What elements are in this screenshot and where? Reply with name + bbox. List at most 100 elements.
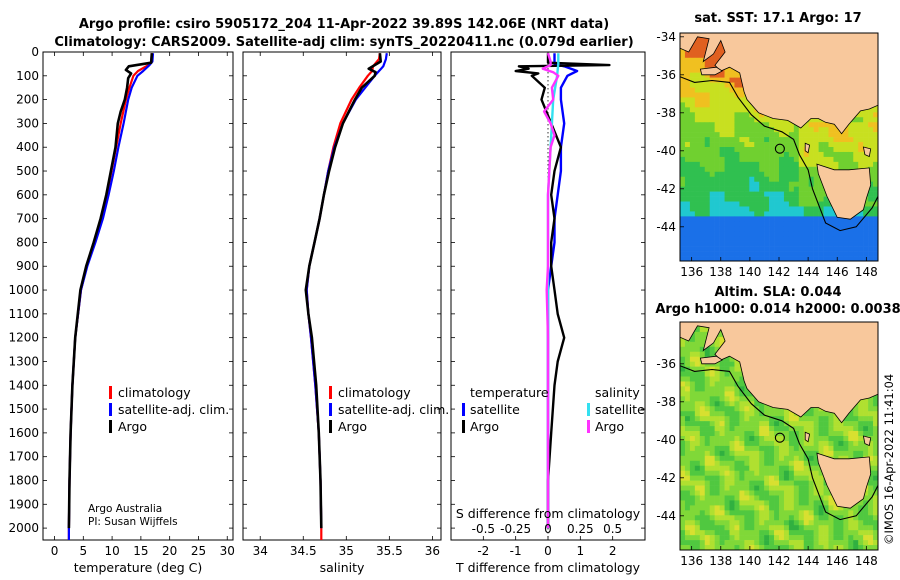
- heatmap-cell: [714, 431, 720, 437]
- heatmap-cell: [684, 181, 691, 187]
- heatmap-cell: [833, 440, 839, 447]
- heatmap-cell: [838, 231, 844, 237]
- heatmap-cell: [783, 196, 790, 202]
- heatmap-cell: [788, 500, 795, 506]
- heatmap-cell: [774, 246, 780, 252]
- heatmap-cell: [709, 221, 715, 227]
- heatmap-cell: [764, 196, 770, 202]
- heatmap-cell: [848, 147, 854, 153]
- heatmap-cell: [873, 191, 878, 197]
- heatmap-cell: [719, 406, 725, 412]
- heatmap-cell: [769, 475, 775, 481]
- depth-tick-label: 1300: [8, 354, 39, 368]
- heatmap-cell: [818, 416, 824, 422]
- x-tick-label: 35: [339, 544, 354, 558]
- heatmap-cell: [823, 495, 829, 501]
- heatmap-cell: [838, 426, 844, 432]
- heatmap-cell: [704, 376, 710, 382]
- heatmap-cell: [868, 510, 874, 516]
- heatmap-cell: [739, 196, 745, 202]
- heatmap-cell: [709, 97, 715, 103]
- heatmap-cell: [694, 326, 701, 333]
- heatmap-cell: [848, 127, 854, 133]
- heatmap-cell: [704, 485, 710, 491]
- heatmap-cell: [724, 505, 730, 511]
- heatmap-cell: [724, 545, 730, 550]
- heatmap-cell: [863, 142, 869, 148]
- heatmap-cell: [704, 117, 710, 123]
- heatmap-cell: [803, 137, 809, 143]
- heatmap-cell: [808, 500, 814, 506]
- heatmap-cell: [823, 520, 829, 526]
- heatmap-cell: [759, 480, 765, 486]
- heatmap-cell: [774, 455, 780, 462]
- heatmap-cell: [769, 460, 775, 467]
- heatmap-cell: [699, 381, 706, 387]
- heatmap-cell: [699, 57, 706, 64]
- heatmap-cell: [749, 176, 755, 182]
- heatmap-cell: [838, 246, 844, 252]
- heatmap-cell: [680, 241, 686, 247]
- heatmap-cell: [739, 386, 745, 392]
- heatmap-cell: [714, 236, 720, 242]
- heatmap-cell: [863, 251, 869, 257]
- heatmap-cell: [704, 142, 710, 148]
- heatmap-cell: [744, 137, 750, 143]
- heatmap-cell: [719, 411, 725, 417]
- heatmap-cell: [734, 376, 740, 382]
- heatmap-cell: [823, 500, 829, 506]
- heatmap-cell: [843, 241, 849, 247]
- map-y-tick-label: -36: [656, 68, 676, 82]
- heatmap-cell: [848, 156, 854, 163]
- heatmap-cell: [779, 151, 785, 158]
- heatmap-cell: [709, 181, 715, 187]
- heatmap-cell: [858, 156, 864, 163]
- heatmap-cell: [749, 161, 755, 168]
- heatmap-cell: [719, 171, 725, 178]
- heatmap-cell: [694, 107, 701, 113]
- heatmap-cell: [704, 545, 710, 550]
- heatmap-cell: [734, 161, 740, 168]
- heatmap-cell: [813, 226, 819, 232]
- heatmap-cell: [714, 97, 720, 103]
- heatmap-cell: [828, 137, 834, 143]
- heatmap-cell: [719, 460, 725, 467]
- heatmap-cell: [684, 57, 691, 64]
- heatmap-cell: [853, 127, 859, 133]
- heatmap-cell: [759, 426, 765, 432]
- heatmap-cell: [798, 127, 805, 133]
- heatmap-cell: [798, 426, 805, 432]
- credit-line1: Argo Australia: [88, 503, 162, 515]
- heatmap-cell: [873, 440, 878, 447]
- heatmap-cell: [694, 122, 701, 128]
- heatmap-cell: [689, 171, 696, 178]
- heatmap-cell: [873, 426, 878, 432]
- heatmap-cell: [714, 421, 720, 427]
- heatmap-cell: [759, 411, 765, 417]
- heatmap-cell: [699, 151, 706, 158]
- heatmap-cell: [788, 450, 795, 457]
- heatmap-cell: [769, 540, 775, 546]
- heatmap-cell: [759, 530, 765, 536]
- heatmap-cell: [680, 191, 686, 197]
- heatmap-cell: [828, 495, 834, 501]
- heatmap-cell: [808, 251, 814, 257]
- heatmap-cell: [868, 201, 874, 207]
- heatmap-cell: [684, 201, 691, 207]
- heatmap-cell: [793, 251, 800, 257]
- heatmap-cell: [699, 371, 706, 377]
- heatmap-cell: [788, 241, 795, 247]
- heatmap-cell: [714, 216, 720, 222]
- heatmap-cell: [873, 411, 878, 417]
- heatmap-cell: [734, 176, 740, 182]
- heatmap-cell: [734, 530, 740, 536]
- heatmap-cell: [694, 361, 701, 367]
- heatmap-cell: [788, 436, 795, 442]
- heatmap-cell: [684, 426, 691, 432]
- heatmap-cell: [764, 510, 770, 516]
- heatmap-cell: [694, 381, 701, 387]
- heatmap-cell: [764, 426, 770, 432]
- heatmap-cell: [769, 151, 775, 158]
- heatmap-cell: [808, 475, 814, 481]
- heatmap-cell: [848, 426, 854, 432]
